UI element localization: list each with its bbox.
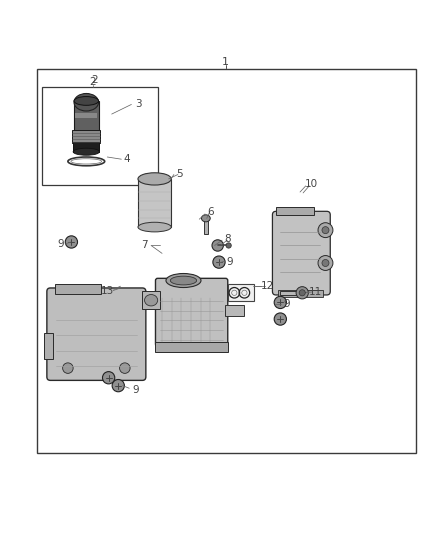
FancyBboxPatch shape <box>47 288 146 381</box>
Text: 12: 12 <box>261 281 274 291</box>
Bar <box>37 69 416 453</box>
Ellipse shape <box>274 313 286 325</box>
Text: 8: 8 <box>224 234 231 244</box>
Bar <box>278 290 322 297</box>
Ellipse shape <box>120 363 130 374</box>
Ellipse shape <box>63 363 73 374</box>
Ellipse shape <box>226 243 231 248</box>
Text: 10: 10 <box>304 179 318 189</box>
Text: 9: 9 <box>132 385 139 395</box>
Ellipse shape <box>112 379 124 392</box>
Text: 2: 2 <box>91 75 98 85</box>
Bar <box>55 284 101 294</box>
Bar <box>228 285 254 301</box>
Bar <box>73 142 99 152</box>
Ellipse shape <box>170 276 197 285</box>
Text: 13: 13 <box>101 286 114 296</box>
Ellipse shape <box>322 260 329 266</box>
Bar <box>155 342 228 352</box>
Ellipse shape <box>65 236 78 248</box>
Ellipse shape <box>166 273 201 287</box>
Ellipse shape <box>212 240 223 251</box>
Bar <box>75 113 97 118</box>
Text: 9: 9 <box>283 298 290 309</box>
Text: 11: 11 <box>309 287 322 297</box>
Bar <box>142 292 160 309</box>
Bar <box>276 207 314 215</box>
Ellipse shape <box>74 93 99 111</box>
Ellipse shape <box>145 295 158 306</box>
FancyBboxPatch shape <box>155 278 228 346</box>
Ellipse shape <box>74 96 99 106</box>
FancyBboxPatch shape <box>272 211 330 295</box>
Bar <box>74 101 99 132</box>
Text: 6: 6 <box>207 207 214 217</box>
Bar <box>225 304 244 316</box>
Text: 5: 5 <box>176 168 183 179</box>
Ellipse shape <box>138 173 171 185</box>
Ellipse shape <box>318 255 333 270</box>
Text: 2: 2 <box>89 77 96 87</box>
Ellipse shape <box>322 227 329 233</box>
Ellipse shape <box>274 296 286 309</box>
Ellipse shape <box>299 290 305 296</box>
Text: 9: 9 <box>57 239 64 249</box>
Bar <box>280 290 301 295</box>
Bar <box>204 219 208 233</box>
Text: 4: 4 <box>124 154 131 164</box>
Bar <box>138 179 171 227</box>
Bar <box>42 87 158 185</box>
Ellipse shape <box>213 256 225 268</box>
Ellipse shape <box>296 287 308 299</box>
Ellipse shape <box>73 148 99 155</box>
Bar <box>72 130 100 143</box>
Ellipse shape <box>138 222 171 232</box>
Bar <box>44 333 53 359</box>
Ellipse shape <box>318 223 333 238</box>
Text: 3: 3 <box>134 100 141 109</box>
Ellipse shape <box>102 372 115 384</box>
Text: 9: 9 <box>226 257 233 267</box>
Text: 7: 7 <box>141 240 148 251</box>
Ellipse shape <box>201 215 210 222</box>
Text: 1: 1 <box>222 58 229 67</box>
